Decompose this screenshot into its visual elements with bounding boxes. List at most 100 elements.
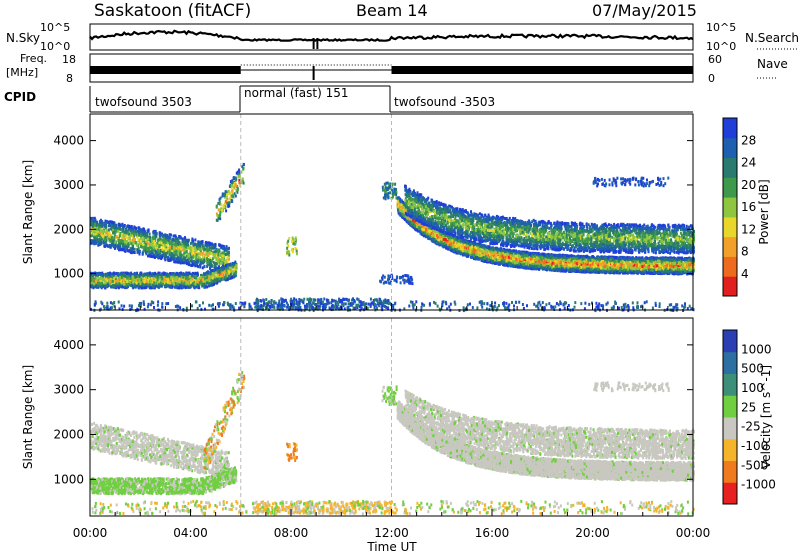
power-echo [138, 234, 140, 237]
power-echo [118, 223, 120, 226]
power-echo [126, 235, 128, 238]
cpid-segment-1: twofsound 3503 [95, 95, 192, 109]
cpid-segment-2: normal (fast) 151 [244, 86, 348, 100]
power-echo [94, 237, 96, 240]
power-echo [91, 223, 93, 226]
power-echo [206, 247, 208, 250]
freq-band [90, 66, 241, 74]
power-echo [161, 242, 163, 245]
power-echo [130, 249, 132, 252]
power-echo [202, 244, 204, 247]
power-echo [179, 252, 181, 255]
power-echo [108, 228, 110, 231]
power-echo [115, 245, 117, 248]
power-echo [136, 249, 138, 252]
power-echo [200, 252, 202, 255]
power-echo [157, 239, 159, 242]
power-echo [149, 233, 151, 236]
power-echo [222, 257, 224, 260]
power-echo [133, 242, 135, 245]
power-echo [213, 253, 215, 256]
power-echo [94, 223, 96, 226]
power-echo [228, 247, 230, 250]
power-echo [106, 231, 108, 234]
power-echo [154, 231, 156, 234]
power-echo [170, 242, 172, 245]
cpid-segment-3: twofsound -3503 [394, 95, 495, 109]
power-echo [105, 220, 107, 223]
power-echo [142, 231, 144, 234]
power-echo [227, 260, 229, 263]
station-title: Saskatoon (fitACF) [94, 1, 251, 21]
power-echo [193, 260, 195, 263]
power-echo [173, 254, 175, 257]
power-echo [191, 239, 193, 242]
power-echo [121, 248, 123, 251]
power-echo [117, 244, 119, 247]
power-echo [172, 238, 174, 241]
power-echo [100, 236, 102, 239]
power-echo [109, 232, 111, 235]
power-echo [192, 247, 194, 250]
power-echo [147, 238, 149, 241]
power-echo [138, 231, 140, 234]
power-echo [116, 235, 118, 238]
power-echo [131, 225, 133, 228]
power-echo [182, 237, 184, 240]
power-echo [127, 231, 129, 234]
power-echo [130, 242, 132, 245]
noise-right-tick-bottom: 10^0 [706, 40, 736, 53]
power-echo [203, 259, 205, 262]
power-echo [214, 264, 216, 267]
power-echo [188, 263, 190, 266]
power-echo [122, 225, 124, 228]
power-echo [155, 250, 157, 253]
power-echo [100, 228, 102, 231]
freq-tick-bottom: 8 [66, 72, 73, 85]
power-echo [127, 249, 129, 252]
power-echo [135, 241, 137, 244]
power-echo [133, 238, 135, 241]
power-echo [174, 243, 176, 246]
power-echo [134, 251, 136, 254]
power-echo [211, 264, 213, 267]
power-echo [205, 252, 207, 255]
power-echo [202, 255, 204, 258]
power-echo [106, 244, 108, 247]
power-echo [161, 256, 163, 259]
radar-summary-plot: Saskatoon (fitACF) Beam 14 07/May/2015 N… [0, 0, 800, 554]
power-echo [161, 248, 163, 251]
power-echo [98, 234, 100, 237]
power-echo [169, 235, 171, 238]
power-echo [169, 245, 171, 248]
power-echo [213, 244, 215, 247]
power-echo [135, 231, 137, 234]
power-echo [162, 239, 164, 242]
power-echo [166, 235, 168, 238]
noise-right-label: N.Search [745, 31, 799, 45]
power-echo [121, 236, 123, 239]
power-echo [175, 250, 177, 253]
power-echo [146, 233, 148, 236]
power-echo [191, 252, 193, 255]
power-echo [207, 261, 209, 264]
power-echo [127, 245, 129, 248]
power-echo [133, 233, 135, 236]
power-echo [111, 243, 113, 246]
power-echo [114, 241, 116, 244]
power-echo [134, 227, 136, 230]
power-echo [183, 240, 185, 243]
power-echo [136, 233, 138, 236]
power-echo [211, 242, 213, 245]
power-echo [220, 262, 222, 265]
power-echo [154, 243, 156, 246]
power-echo [109, 224, 111, 227]
power-echo [122, 240, 124, 243]
power-echo [178, 242, 180, 245]
freq-panel: Freq. [MHz] 18 8 60 0 Nave [6, 52, 788, 85]
power-echo [215, 243, 217, 246]
power-echo [105, 225, 107, 228]
noise-sky-line [90, 31, 693, 41]
power-echo [186, 250, 188, 253]
power-echo [167, 256, 169, 259]
